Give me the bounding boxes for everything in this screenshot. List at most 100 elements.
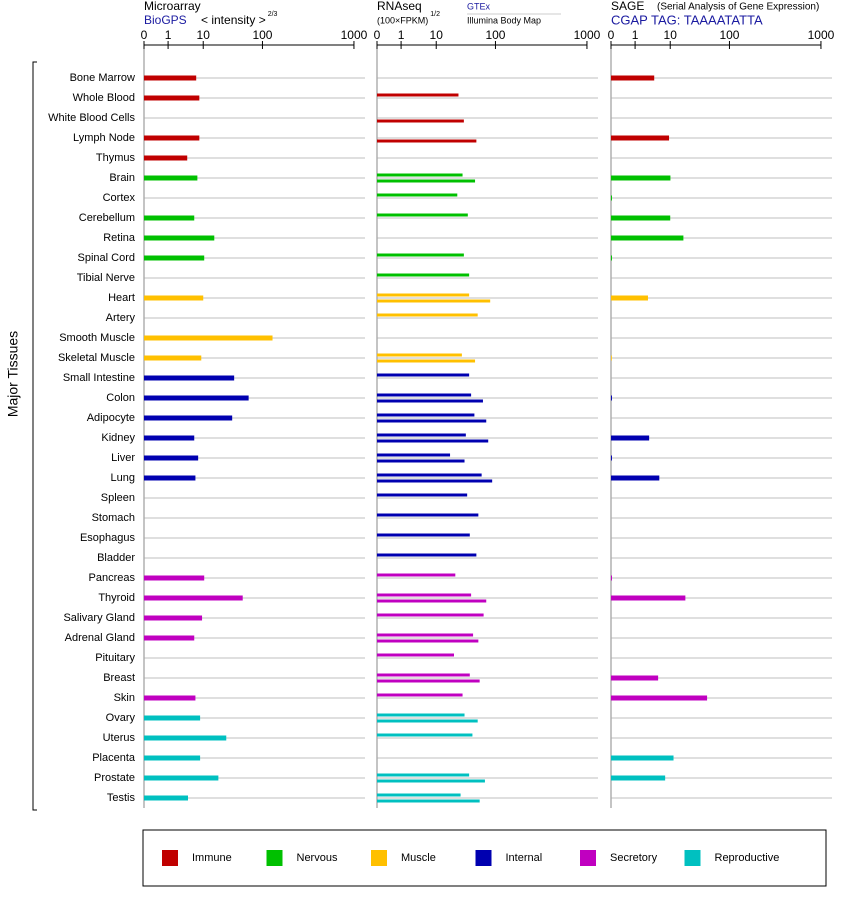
tissue-label: Cortex [103,192,136,204]
tick-label: 1 [398,28,405,42]
bar [611,475,660,481]
bar [611,455,612,461]
bar [144,295,204,301]
tissue-label: Colon [106,392,135,404]
bar [144,335,273,341]
bar [377,179,476,183]
bar [377,673,470,677]
tissue-label: Tibial Nerve [77,272,135,284]
bar [377,493,468,497]
bar [377,399,483,403]
bar [377,613,484,617]
bar [611,255,612,261]
bar [377,439,489,443]
bar [611,215,671,221]
bar [144,635,195,641]
tissue-label: Placenta [92,752,136,764]
bar [611,675,659,681]
bar [144,95,200,101]
bar [611,755,674,761]
tissue-label: Smooth Muscle [59,332,135,344]
bar [377,679,480,683]
bar [377,173,463,177]
tick-label: 0 [608,28,615,42]
bar [377,419,487,423]
bar [144,695,196,701]
legend-label: Reproductive [715,852,780,864]
bar [377,799,480,803]
bar [377,733,473,737]
tick-label: 1 [165,28,172,42]
bar [144,575,205,581]
bar [377,713,465,717]
y-axis-label: Major Tissues [5,331,21,417]
bar [611,135,670,141]
legend-swatch [162,850,178,866]
tissue-label: White Blood Cells [48,112,135,124]
bar [144,735,227,741]
bar [377,213,468,217]
tissue-label: Brain [109,172,135,184]
legend-swatch [266,850,283,866]
bar [377,479,493,483]
bar [144,395,249,401]
tissue-label: Stomach [92,512,135,524]
unit-exponent: 1/2 [430,11,440,18]
legend-swatch [684,850,701,866]
tissue-label: Spleen [101,492,135,504]
tissue-label: Breast [103,672,135,684]
bar [377,313,478,317]
tissue-label: Kidney [101,432,135,444]
tissue-label: Ovary [106,712,136,724]
tissue-label: Retina [103,232,136,244]
bar [144,175,198,181]
tissue-label: Artery [106,312,136,324]
bar [611,175,671,181]
bar [611,775,666,781]
bar [611,75,655,81]
tick-label: 1 [632,28,639,42]
bar [611,235,684,241]
tissue-label: Lung [111,472,135,484]
bar [611,295,648,301]
bar [611,355,612,361]
bar [144,775,219,781]
bar [377,599,487,603]
bar [377,453,451,457]
tissue-label: Skeletal Muscle [58,352,135,364]
legend-swatch [475,850,492,866]
bar [144,135,200,141]
tissue-label: Testis [107,792,136,804]
bar [377,119,464,123]
tick-label: 0 [141,28,148,42]
bar [144,355,202,361]
legend-label: Immune [192,852,232,864]
bar [377,299,491,303]
bar [377,473,482,477]
bar [144,375,235,381]
bar [377,93,459,97]
bracket [32,61,37,811]
bar [611,195,612,201]
legend-swatch [580,850,596,866]
bar [144,595,243,601]
tissue-label: Heart [108,292,135,304]
tick-label: 10 [664,28,678,42]
bar [377,633,474,637]
bar [611,435,650,441]
legend-label: Nervous [297,852,338,864]
tick-label: 10 [197,28,211,42]
unit: < intensity > [201,13,266,27]
source: GTEx [467,1,491,11]
panel-title: Microarray [144,0,201,13]
bar [144,615,203,621]
tick-label: 100 [485,28,505,42]
tick-label: 0 [374,28,381,42]
panel-title: RNAseq [377,0,422,13]
tick-label: 10 [430,28,444,42]
bar [144,155,188,161]
tissue-label: Adrenal Gland [65,632,135,644]
bar [377,513,479,517]
bar [377,253,464,257]
